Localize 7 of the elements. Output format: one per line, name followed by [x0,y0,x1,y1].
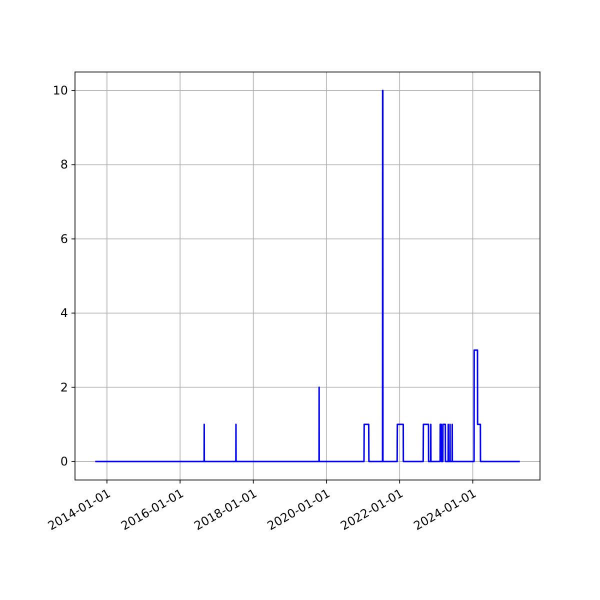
y-tick-label: 0 [60,454,68,468]
y-tick-label: 8 [60,158,68,172]
y-tick-label: 10 [52,84,68,98]
y-tick-label: 6 [60,232,68,246]
y-tick-label: 4 [60,306,68,320]
line-series [94,90,521,462]
y-tick-label: 2 [60,380,68,394]
